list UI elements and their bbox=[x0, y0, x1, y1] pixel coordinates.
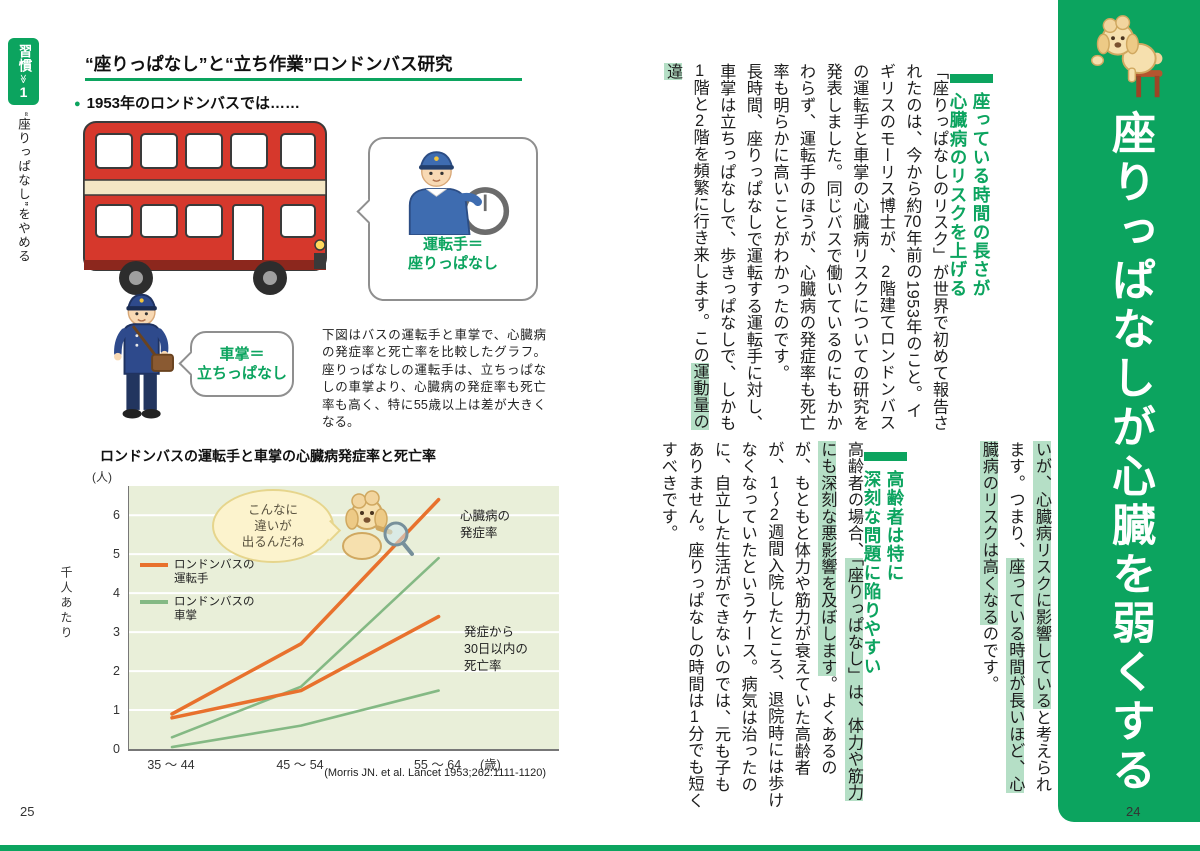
legend-item: ロンドンバスの 運転手 bbox=[140, 558, 255, 586]
section2-heading: 高齢者は特に 深刻な問題に陥りやすい bbox=[862, 470, 905, 676]
study-section-title: “座りっぱなし”と“立ち作業”ロンドンバス研究 bbox=[85, 54, 453, 74]
bullet-icon: ● bbox=[74, 98, 81, 110]
chart-area: ロンドンバスの 運転手 ロンドンバスの 車掌 心臓病の 発症率 発症から 30日以内の… bbox=[113, 486, 559, 772]
driver-label: 運転手＝ 座りっぱなし bbox=[407, 236, 498, 272]
chart-title: ロンドンバスの運転手と車掌の心臓病発症率と死亡率 bbox=[100, 448, 436, 464]
title-underline bbox=[85, 78, 522, 81]
y-tick-label: 3 bbox=[113, 625, 120, 640]
y-axis-label: 千人あたり bbox=[59, 566, 73, 641]
x-tick-label: 35 〜 44 bbox=[147, 758, 195, 772]
y-tick-label: 0 bbox=[113, 742, 120, 756]
chapter-tab: 習慣 ≫ 1 bbox=[8, 38, 39, 105]
bus-year-row: ● 1953年のロンドンバスでは…… bbox=[74, 92, 300, 113]
chapter-subtitle: “座りっぱなし”をやめる bbox=[16, 112, 30, 264]
chevron-icon: ≫ bbox=[18, 74, 29, 84]
bus-conductor-illustration bbox=[98, 290, 190, 433]
chart-series bbox=[170, 614, 441, 720]
x-tick-label: 55 〜 64 bbox=[413, 758, 462, 772]
poodle-with-magnifier-illustration bbox=[334, 482, 418, 571]
chapter-tab-label: 習慣 bbox=[16, 44, 32, 73]
driver-callout: 運転手＝ 座りっぱなし bbox=[356, 137, 538, 301]
article-body-continued: いが、心臓病リスクに影響していると考えられます。つまり、座っている時間が長いほど… bbox=[979, 441, 1051, 793]
y-tick-label: 1 bbox=[113, 703, 120, 718]
chart-series bbox=[170, 497, 441, 716]
callout-tail bbox=[356, 199, 381, 224]
chart-plot bbox=[128, 486, 559, 751]
series-label-incidence: 心臓病の 発症率 bbox=[460, 509, 511, 540]
x-axis-unit: (歳) bbox=[480, 758, 501, 772]
chapter-banner-title: 座りっぱなしが心臓を弱くする bbox=[1105, 110, 1154, 796]
speech-bubble: こんなに 違いが 出るんだね bbox=[212, 489, 334, 563]
chapter-banner: 座りっぱなしが心臓を弱くする bbox=[1058, 0, 1200, 822]
london-bus-illustration bbox=[78, 110, 343, 320]
y-tick-label: 5 bbox=[113, 547, 120, 562]
bottom-accent-strip bbox=[0, 845, 1200, 851]
chart-series bbox=[170, 556, 440, 739]
y-tick-label: 6 bbox=[113, 508, 120, 523]
y-tick-label: 2 bbox=[113, 664, 120, 679]
page-number-left: 25 bbox=[20, 804, 35, 819]
chart-legend: ロンドンバスの 運転手 ロンドンバスの 車掌 bbox=[140, 558, 255, 623]
bus-year-label: 1953年のロンドンバスでは…… bbox=[86, 95, 301, 112]
page-number-right: 24 bbox=[1126, 804, 1141, 819]
chart-citation: (Morris JN. et al. Lancet 1953;262:1111-… bbox=[324, 767, 546, 779]
dog-illustration bbox=[1090, 15, 1163, 98]
y-axis-unit: (人) bbox=[92, 470, 112, 484]
legend-item: ロンドンバスの 車掌 bbox=[140, 595, 255, 623]
article-body-2: 高齢者の場合、「座りっぱなし」は、体力や筋力にも深刻な悪影響を及ぼします。よくあ… bbox=[658, 441, 863, 809]
conductor-callout: 車掌＝ 立ちっぱなし bbox=[178, 331, 294, 397]
series-label-mortality: 発症から 30日以内の 死亡率 bbox=[464, 625, 528, 673]
article-body-1: 「座りっぱなしのリスク」が世界で初めて報告されたのは、今から約70年前の1953… bbox=[664, 63, 948, 432]
graph-description: 下図はバスの運転手と車掌で、心臓病の発症率と死亡率を比較したグラフ。座りっぱなし… bbox=[322, 328, 546, 430]
y-tick-label: 4 bbox=[113, 586, 120, 601]
chart-series bbox=[170, 689, 440, 749]
bus-driver-illustration bbox=[408, 151, 510, 235]
x-tick-label: 45 〜 54 bbox=[276, 758, 324, 772]
heading-accent-bar bbox=[950, 74, 993, 83]
chapter-tab-number: 1 bbox=[19, 84, 28, 100]
section1-heading: 座っている時間の長さが 心臓病のリスクを上げる bbox=[948, 92, 991, 298]
heading-accent-bar bbox=[864, 452, 907, 461]
conductor-label: 車掌＝ 立ちっぱなし bbox=[196, 346, 287, 382]
